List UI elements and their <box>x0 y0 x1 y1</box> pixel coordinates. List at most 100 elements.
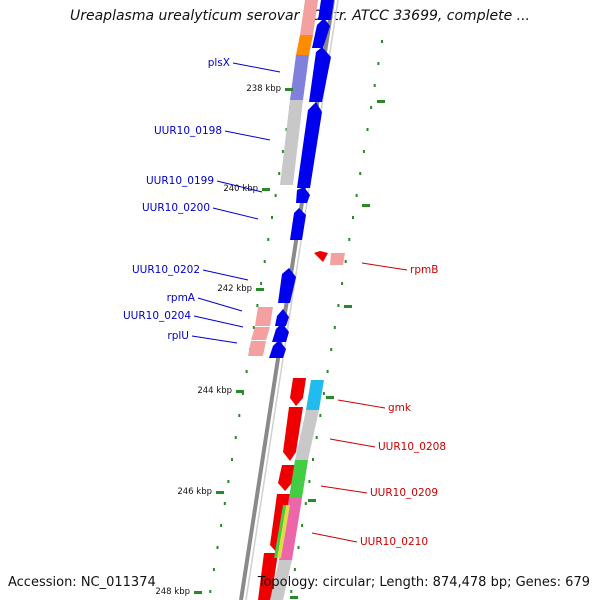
leader-line <box>311 532 358 543</box>
ring-dot-inner <box>271 216 273 219</box>
gene-label-left[interactable]: UUR10_0202 <box>132 264 200 276</box>
gene-bar-pink-top <box>300 0 318 35</box>
gene-arrow-red-2 <box>283 407 303 461</box>
accession-text: Accession: NC_011374 <box>8 575 156 590</box>
ring-dot-outer <box>297 546 300 549</box>
gene-arrow-uur10-0200 <box>290 208 306 240</box>
ring-dot-outer <box>362 150 365 153</box>
gene-label-right[interactable]: gmk <box>388 402 412 414</box>
gene-bar-pink-3 <box>248 341 266 356</box>
gene-label-right[interactable]: rpmB <box>410 264 438 276</box>
ring-dot-outer <box>370 106 373 109</box>
gene-arrow-rpmB <box>314 251 328 262</box>
leader-line <box>216 180 263 193</box>
tick-mark-outer <box>308 499 316 502</box>
ring-dot-inner <box>234 436 237 439</box>
gene-label-left[interactable]: UUR10_0200 <box>142 202 210 214</box>
leader-line <box>224 130 271 141</box>
ring-dot-outer <box>308 480 311 483</box>
gene-label-left[interactable]: plsX <box>208 57 230 69</box>
tick-mark-outer <box>377 100 385 103</box>
ring-dot-outer <box>301 524 304 527</box>
tick-mark-outer <box>362 204 370 207</box>
gene-label-right[interactable]: UUR10_0208 <box>378 441 446 453</box>
map-title: Ureaplasma urealyticum serovar 10 str. A… <box>69 8 530 24</box>
gene-arrow-uur10-0198 <box>297 102 322 188</box>
ring-dot-outer <box>373 84 376 87</box>
ring-dot-outer <box>377 62 380 65</box>
ring-dot-inner <box>227 480 230 483</box>
ring-dot-inner <box>256 304 259 307</box>
gene-label-left[interactable]: UUR10_0204 <box>123 310 191 322</box>
ring-dot-inner <box>260 282 263 285</box>
gene-arrow-plsX-2 <box>309 47 331 102</box>
ring-dot-outer <box>293 568 296 571</box>
gene-label-left[interactable]: rpmA <box>167 292 196 304</box>
ring-dot-outer <box>344 260 347 263</box>
gene-label-left[interactable]: rplU <box>167 330 189 342</box>
gene-label-right[interactable]: UUR10_0210 <box>360 536 428 548</box>
tick-mark <box>262 188 270 191</box>
gene-labels: plsX UUR10_0198 UUR10_0199 UUR10_0200 UUR10_… <box>123 57 446 548</box>
ring-dot-outer <box>322 392 325 395</box>
kbp-ticks: 238 kbp 240 kbp 242 kbp 244 kbp 246 kbp 248 k… <box>155 84 385 599</box>
gene-label-left[interactable]: UUR10_0198 <box>154 125 222 137</box>
backbone-highlight <box>245 0 339 600</box>
gene-label-left[interactable]: UUR10_0199 <box>146 175 214 187</box>
tick-mark-outer <box>326 396 334 399</box>
ring-dot-inner <box>212 568 215 571</box>
tick-mark <box>256 288 264 291</box>
gene-bar-lavender <box>290 55 309 100</box>
ring-dot-inner <box>209 590 212 593</box>
gene-label-right[interactable]: UUR10_0209 <box>370 487 438 499</box>
ring-dot-inner <box>267 238 270 241</box>
tick-label: 240 kbp <box>223 184 258 194</box>
tick-mark <box>194 591 202 594</box>
ring-dot-inner <box>263 260 266 263</box>
ring-dot-outer <box>304 502 307 505</box>
tick-mark <box>285 88 293 91</box>
ring-dot-outer <box>312 458 314 461</box>
ring-dot-inner <box>238 414 241 417</box>
tick-mark <box>236 390 244 393</box>
gene-arrow-red-1 <box>290 378 306 406</box>
gene-bar-rpmB <box>330 253 345 265</box>
ring-dot-outer <box>366 128 369 131</box>
tick-label: 246 kbp <box>177 487 212 497</box>
ring-dot-outer <box>330 348 333 351</box>
gene-arrow-uur10-0199 <box>296 187 310 203</box>
leader-line <box>212 207 259 220</box>
ring-dot-outer <box>315 436 318 439</box>
gene-bar-pink-0210 <box>279 498 302 560</box>
gene-arrow-red-5 <box>258 553 278 600</box>
gene-bar-green-stripe <box>274 505 286 558</box>
leader-line <box>232 62 281 73</box>
ring-dot-outer <box>341 282 344 285</box>
leader-line <box>337 399 386 409</box>
ring-dot-inner <box>216 546 219 549</box>
gene-arrow-uur10-0204 <box>272 323 289 342</box>
ring-dot-outer <box>348 238 351 241</box>
ring-dot-inner <box>252 326 255 329</box>
tick-label: 242 kbp <box>217 284 252 294</box>
ring-dot-outer <box>326 370 329 373</box>
gene-bar-pink-1 <box>255 307 273 326</box>
leader-line <box>202 269 249 281</box>
gene-arrow-rplU <box>269 340 286 358</box>
ring-dot-inner <box>220 524 223 527</box>
ring-dot-outer <box>290 590 293 593</box>
tick-mark-outer <box>344 305 352 308</box>
ring-dot-inner <box>231 458 233 461</box>
tick-mark <box>216 491 224 494</box>
tick-label: 238 kbp <box>246 84 281 94</box>
ring-dot-outer <box>333 326 336 329</box>
leader-line <box>329 438 376 448</box>
ring-dot-inner <box>281 150 284 153</box>
ring-dot-outer <box>355 194 358 197</box>
gene-arrow-rpmA <box>275 309 289 326</box>
leader-line <box>193 315 244 328</box>
leader-line <box>191 335 238 344</box>
gene-bar-gray <box>280 100 303 185</box>
